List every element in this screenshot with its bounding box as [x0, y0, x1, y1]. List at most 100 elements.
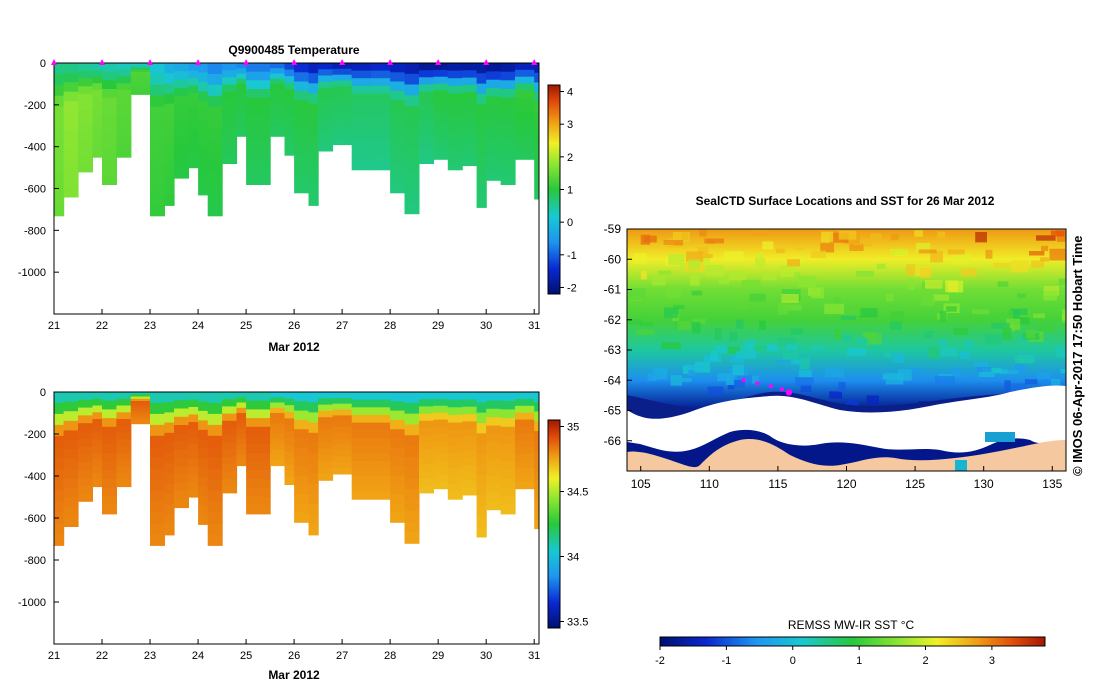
section-cell — [447, 414, 463, 424]
section-cell — [390, 146, 406, 157]
section-cell — [63, 430, 79, 441]
x-tick-label: 27 — [336, 650, 348, 662]
section-cell — [222, 399, 238, 407]
section-cell — [462, 92, 478, 101]
section-cell — [174, 491, 189, 500]
section-cell — [246, 487, 271, 497]
section-cell — [419, 478, 434, 487]
section-cell — [318, 461, 334, 469]
section-cell — [102, 496, 117, 506]
seal-track — [741, 378, 793, 396]
section-cell — [164, 494, 175, 505]
section-cell — [102, 409, 117, 419]
section-cell — [188, 70, 199, 79]
section-cell — [164, 402, 175, 413]
section-cell — [370, 101, 391, 110]
section-cell — [78, 485, 93, 494]
section-cell — [54, 457, 65, 470]
profile-marker — [531, 59, 538, 65]
section-cell — [419, 120, 434, 129]
section-cell — [404, 84, 420, 96]
section-cell — [515, 69, 535, 78]
lon-tick-label: 130 — [974, 477, 994, 491]
colorbar-tick-label: -1 — [721, 655, 731, 667]
section-cell — [370, 453, 391, 462]
section-cell — [351, 476, 372, 485]
section-cell — [188, 414, 199, 423]
section-cell — [150, 392, 165, 404]
section-cell — [515, 83, 535, 92]
sst-patch — [755, 252, 765, 260]
section-cell — [130, 396, 151, 400]
section-cell — [433, 433, 449, 441]
x-tick-label: 26 — [288, 320, 300, 332]
section-cell — [447, 78, 463, 87]
section-cell — [270, 78, 286, 85]
sst-patch — [914, 230, 923, 237]
section-cell — [318, 63, 334, 70]
section-cell — [447, 139, 463, 148]
section-cell — [370, 491, 391, 500]
section-cell — [246, 479, 271, 489]
section-cell — [318, 429, 334, 437]
profile-marker — [51, 59, 57, 65]
section-cell — [294, 410, 310, 421]
section-cell — [447, 146, 463, 155]
section-cell — [92, 479, 103, 488]
section-cell — [78, 407, 93, 416]
section-cell — [419, 456, 434, 465]
section-cell — [207, 139, 223, 151]
section-cell — [419, 98, 434, 107]
section-cell — [236, 418, 247, 425]
section-cell — [207, 128, 223, 140]
section-cell — [198, 420, 209, 431]
section-cell — [284, 95, 295, 104]
section-cell — [370, 445, 391, 454]
section-cell — [207, 468, 223, 481]
section-cell — [390, 72, 406, 83]
sst-colorbar-label: REMSS MW-IR SST °C — [788, 618, 915, 632]
section-cell — [78, 78, 93, 87]
sst-patch — [1002, 328, 1012, 340]
sst-patch — [627, 288, 646, 301]
section-cell — [500, 409, 516, 419]
section-cell — [63, 139, 79, 150]
section-cell — [174, 63, 189, 72]
section-cell — [390, 503, 406, 514]
section-cell — [130, 419, 151, 422]
section-cell — [390, 164, 406, 175]
section-cell — [447, 131, 463, 140]
lon-tick-label: 135 — [1042, 477, 1062, 491]
sst-patch — [681, 377, 692, 382]
sst-patch — [672, 232, 690, 242]
sst-patch — [1015, 356, 1034, 364]
section-cell — [63, 129, 79, 141]
section-cell — [462, 150, 478, 159]
section-cell — [150, 413, 165, 426]
sst-patch — [906, 368, 923, 373]
section-cell — [54, 392, 65, 404]
section-cell — [500, 158, 516, 168]
section-cell — [198, 81, 209, 92]
section-cell — [164, 504, 175, 515]
section-cell — [174, 120, 189, 130]
section-cell — [222, 106, 238, 114]
section-cell — [370, 414, 391, 424]
section-cell — [500, 392, 516, 402]
sst-patch — [812, 345, 825, 352]
section-cell — [419, 91, 434, 100]
lat-tick-label: -62 — [604, 313, 622, 327]
section-cell — [294, 63, 310, 73]
section-cell — [222, 98, 238, 107]
sst-patch — [856, 337, 868, 344]
section-cell — [486, 467, 502, 477]
section-cell — [63, 497, 79, 508]
section-cell — [116, 412, 132, 420]
sst-patch — [870, 233, 882, 240]
section-cell — [500, 435, 516, 445]
section-cell — [236, 131, 247, 137]
section-cell — [102, 141, 117, 151]
profile-marker — [99, 59, 106, 65]
section-cell — [462, 480, 478, 489]
section-cell — [78, 140, 93, 150]
